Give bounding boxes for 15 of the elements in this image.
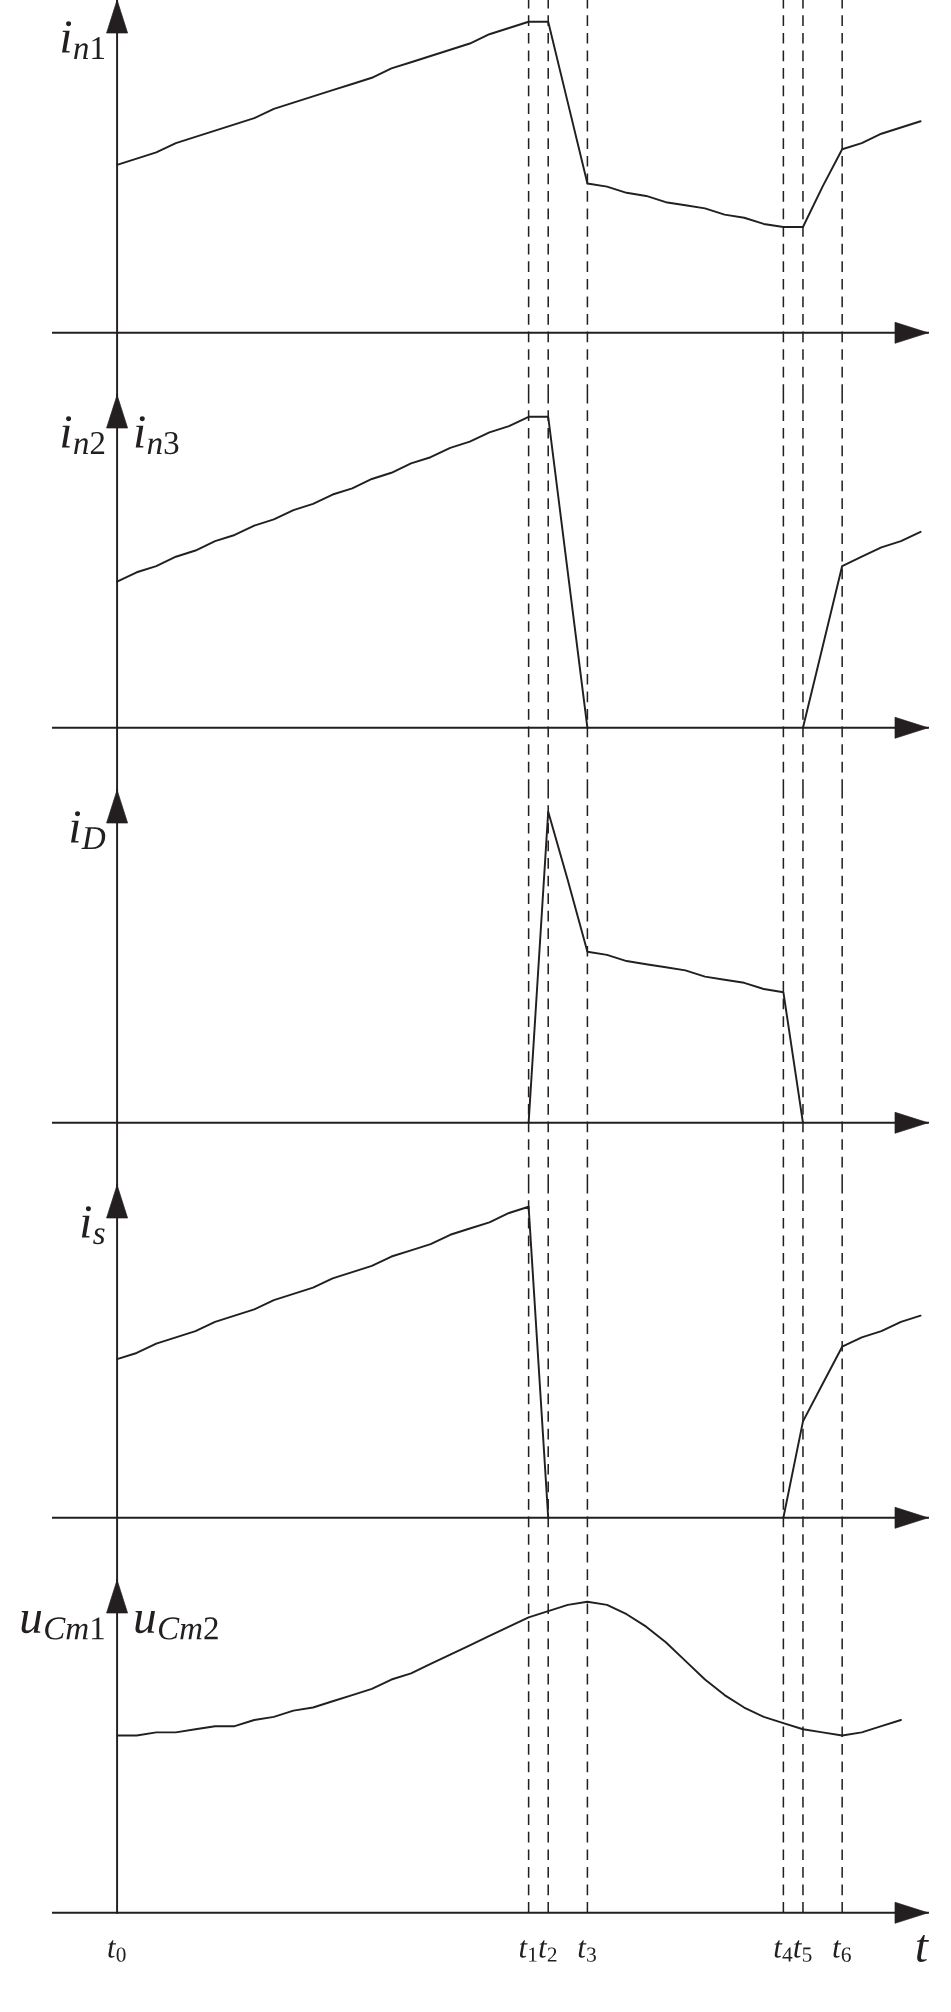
- y-axis-title: i$_{D}$: [70, 811, 106, 849]
- x-tick-label: t$_{6}$: [833, 1940, 851, 1962]
- x-tick-label: t$_{3}$: [578, 1940, 596, 1962]
- x-tick-label: t$_{4}$: [774, 1940, 793, 1962]
- y-axis-title: i$_{s}$: [81, 1206, 105, 1245]
- x-tick-label: t$_{0}$: [108, 1940, 126, 1962]
- y-axis-title: i$_{n2}$: [62, 416, 105, 454]
- x-axis-title: t: [916, 1934, 929, 1963]
- annotation: i$_{n3}$: [135, 416, 179, 455]
- annotation: u$_{Cm2}$: [135, 1611, 218, 1640]
- y-axis-title: u$_{Cm1}$: [21, 1611, 104, 1640]
- x-tick-label: t$_{2}$: [539, 1940, 557, 1962]
- y-axis-title: i$_{n1}$: [62, 21, 104, 59]
- x-tick-label: t$_{1}$: [519, 1940, 537, 1962]
- x-tick-label: t$_{5}$: [794, 1940, 812, 1962]
